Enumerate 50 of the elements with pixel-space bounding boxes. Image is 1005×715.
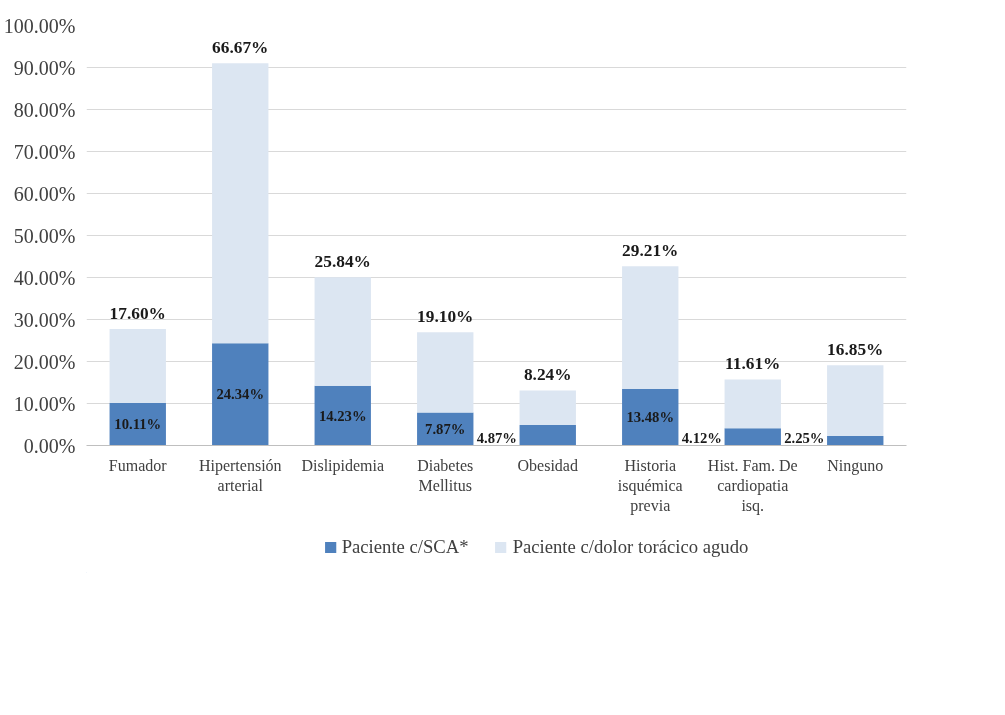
text: 24.34%: [216, 386, 265, 403]
text: 4.87%: [476, 429, 518, 446]
bar: [724, 428, 781, 446]
text: 66.67%: [212, 37, 269, 57]
x-tick-label: Hipertensión arterial: [198, 456, 282, 494]
bar: [724, 379, 781, 429]
text: 11.61%: [725, 354, 781, 374]
y-tick-label: 20.00%: [13, 350, 76, 373]
text: 29.21%: [622, 240, 679, 260]
text: 2.25%: [784, 429, 825, 446]
text: 4.12%: [681, 429, 723, 446]
bar: [519, 390, 576, 426]
text: 25.84%: [314, 251, 371, 271]
text: 8.24%: [523, 365, 572, 385]
x-tick-label: Dislipidemia: [301, 456, 385, 475]
y-tick-label: 90.00%: [13, 56, 76, 79]
legend-label: Paciente c/dolor torácico agudo: [512, 536, 749, 558]
bar: [212, 63, 269, 344]
y-tick-label: 100.00%: [3, 14, 76, 37]
y-tick-label: 0.00%: [23, 434, 76, 457]
x-tick-label: Obesidad: [517, 456, 578, 474]
y-tick-label: 50.00%: [13, 224, 76, 247]
bar: [417, 332, 474, 413]
bar: [109, 329, 166, 404]
bar: [314, 385, 371, 446]
bar: [827, 365, 884, 437]
bar: [622, 266, 679, 389]
text: 7.87%: [425, 420, 466, 437]
bar: [212, 343, 269, 446]
bar: [827, 436, 884, 446]
x-tick-label: Fumador: [108, 456, 168, 474]
y-tick-label: 70.00%: [13, 140, 76, 163]
y-tick-label: 40.00%: [13, 266, 76, 289]
text: 19.10%: [417, 306, 474, 326]
text: 14.23%: [318, 407, 367, 424]
y-tick-label: 80.00%: [13, 98, 76, 121]
legend-label: Paciente c/SCA*: [341, 536, 469, 558]
x-tick-label: Hist. Fam. De cardiopatia isq.: [707, 456, 798, 516]
x-tick-label: Diabetes Mellitus: [417, 456, 474, 494]
y-tick-label: 60.00%: [13, 182, 76, 205]
y-tick-label: 30.00%: [13, 308, 76, 331]
bar: [314, 277, 371, 386]
bar: [519, 425, 576, 446]
x-tick-label: Ninguno: [827, 456, 884, 475]
text: 13.48%: [626, 409, 675, 426]
text: 17.60%: [109, 303, 166, 323]
text: 10.11%: [114, 416, 162, 433]
y-tick-label: 10.00%: [13, 392, 76, 415]
text: 16.85%: [827, 339, 884, 359]
x-tick-label: Historia isquémica previa: [617, 456, 683, 516]
